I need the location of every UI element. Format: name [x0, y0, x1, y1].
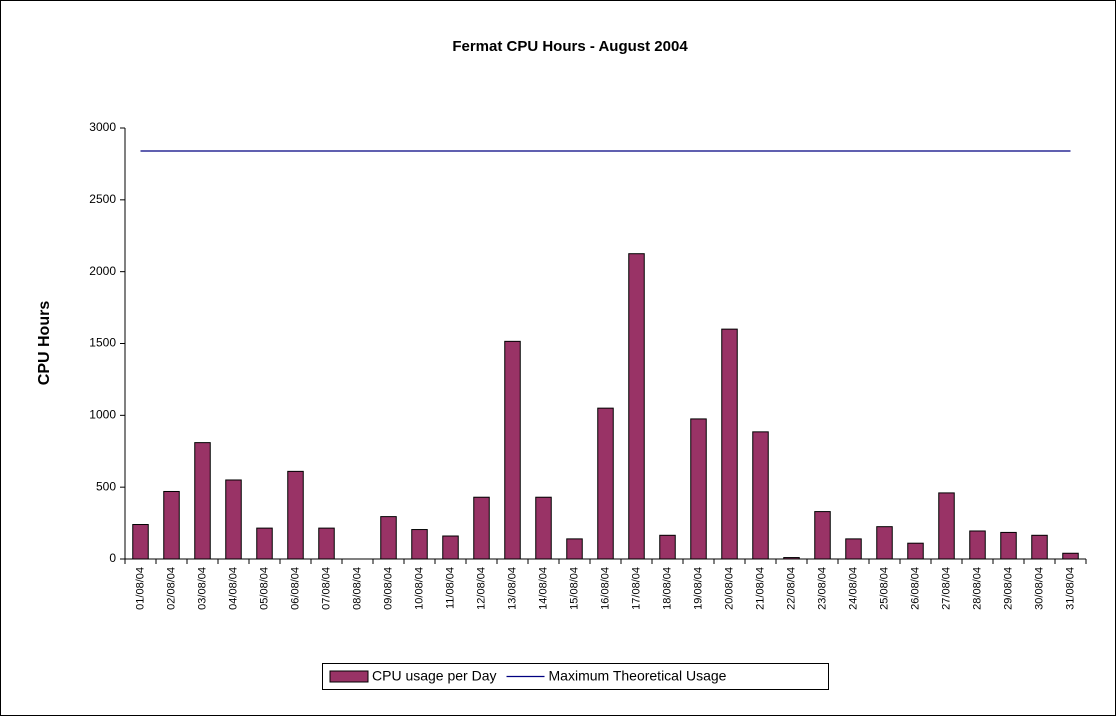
x-tick-label: 10/08/04: [413, 567, 425, 610]
x-tick-label: 09/08/04: [382, 567, 394, 610]
bar: [814, 511, 831, 560]
bar: [473, 496, 490, 560]
bar: [132, 524, 149, 560]
x-tick-label: 27/08/04: [940, 567, 952, 610]
bar: [256, 527, 273, 560]
x-tick-label: 13/08/04: [506, 567, 518, 610]
y-axis-label: CPU Hours: [36, 301, 53, 386]
legend-box: [322, 663, 829, 690]
bar: [938, 492, 955, 560]
bar: [163, 490, 180, 560]
bar: [1000, 531, 1017, 560]
bar: [442, 535, 459, 560]
x-tick-label: 18/08/04: [661, 567, 673, 610]
x-tick-label: 28/08/04: [971, 567, 983, 610]
bar: [411, 529, 428, 560]
legend-label: Maximum Theoretical Usage: [549, 668, 727, 684]
bar: [194, 442, 211, 560]
x-tick-label: 25/08/04: [878, 567, 890, 610]
x-tick-label: 30/08/04: [1033, 567, 1045, 610]
bar: [504, 340, 521, 560]
bar: [628, 253, 645, 560]
x-tick-label: 07/08/04: [320, 567, 332, 610]
bar: [535, 496, 552, 560]
bar: [969, 530, 986, 560]
x-tick-label: 26/08/04: [909, 567, 921, 610]
x-tick-label: 11/08/04: [444, 567, 456, 609]
bar: [318, 527, 335, 560]
bar: [659, 534, 676, 560]
x-tick-label: 04/08/04: [227, 567, 239, 610]
x-tick-label: 19/08/04: [692, 567, 704, 610]
bar: [225, 479, 242, 560]
x-tick-label: 23/08/04: [816, 567, 828, 610]
bar: [721, 328, 738, 560]
x-tick-label: 29/08/04: [1002, 567, 1014, 610]
bar: [907, 542, 924, 560]
x-tick-label: 05/08/04: [258, 567, 270, 610]
x-tick-label: 17/08/04: [630, 567, 642, 610]
bar: [752, 431, 769, 560]
bar: [287, 470, 304, 560]
bar: [380, 516, 397, 560]
x-tick-label: 21/08/04: [754, 567, 766, 610]
bar: [845, 538, 862, 560]
x-tick-label: 02/08/04: [165, 567, 177, 610]
bar: [783, 557, 800, 560]
x-tick-label: 16/08/04: [599, 567, 611, 610]
bar: [690, 418, 707, 560]
x-tick-label: 01/08/04: [134, 567, 146, 610]
x-tick-label: 14/08/04: [537, 567, 549, 610]
x-tick-label: 22/08/04: [785, 567, 797, 610]
y-tick-label: 0: [109, 551, 116, 565]
y-tick-label: 1000: [89, 408, 116, 422]
x-tick-label: 03/08/04: [196, 567, 208, 610]
x-tick-label: 15/08/04: [568, 567, 580, 610]
y-tick-label: 1500: [89, 336, 116, 350]
y-tick-label: 500: [96, 479, 116, 493]
bar: [597, 407, 614, 560]
bar: [566, 538, 583, 560]
legend-swatch: [329, 670, 369, 683]
y-tick-label: 3000: [89, 120, 116, 134]
legend-label: CPU usage per Day: [372, 668, 497, 684]
x-tick-label: 20/08/04: [723, 567, 735, 610]
bar: [876, 526, 893, 560]
x-tick-label: 12/08/04: [475, 567, 487, 610]
x-tick-label: 08/08/04: [351, 567, 363, 610]
x-tick-label: 31/08/04: [1064, 567, 1076, 610]
bar: [1062, 552, 1079, 560]
chart-title: Fermat CPU Hours - August 2004: [452, 38, 688, 55]
y-tick-label: 2000: [89, 264, 116, 278]
bar: [1031, 534, 1048, 560]
y-tick-label: 2500: [89, 192, 116, 206]
x-tick-label: 24/08/04: [847, 567, 859, 610]
x-tick-label: 06/08/04: [289, 567, 301, 610]
